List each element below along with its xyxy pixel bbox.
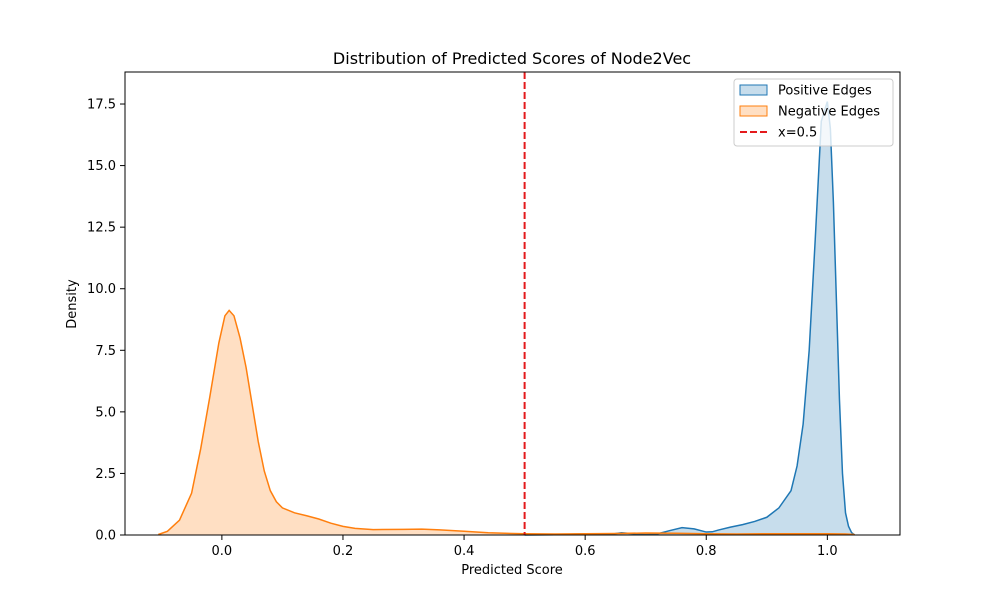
y-tick-label: 5.0 bbox=[95, 405, 116, 420]
x-tick-label: 0.8 bbox=[696, 544, 717, 559]
y-tick-label: 0.0 bbox=[95, 529, 116, 544]
x-axis-label: Predicted Score bbox=[461, 563, 563, 578]
y-axis-label: Density bbox=[65, 279, 80, 329]
legend-swatch bbox=[739, 105, 768, 117]
x-tick-label: 0.6 bbox=[575, 544, 596, 559]
x-tick-label: 1.0 bbox=[817, 544, 838, 559]
y-tick-label: 7.5 bbox=[95, 344, 116, 359]
legend-item-negative-edges: Negative Edges bbox=[739, 105, 880, 120]
legend-label: Positive Edges bbox=[778, 84, 872, 99]
plot-frame bbox=[124, 71, 901, 536]
x-tick-label: 0.0 bbox=[212, 544, 233, 559]
y-tick-label: 12.5 bbox=[87, 221, 116, 236]
series-area-positive-edges bbox=[524, 101, 855, 536]
legend-label: x=0.5 bbox=[778, 126, 817, 141]
x-tick-label: 0.2 bbox=[333, 544, 354, 559]
legend: Positive Edges Negative Edges x=0.5 bbox=[733, 78, 894, 147]
y-tick-label: 15.0 bbox=[87, 159, 116, 174]
y-axis: 0.0 2.5 5.0 7.5 10.0 12.5 15.0 17.5 bbox=[87, 98, 125, 544]
series-line-negative-edges bbox=[158, 309, 855, 536]
legend-item-positive-edges: Positive Edges bbox=[739, 84, 872, 99]
legend-swatch bbox=[739, 84, 768, 96]
series-area-negative-edges bbox=[158, 310, 855, 535]
chart-title: Distribution of Predicted Scores of Node… bbox=[333, 49, 691, 68]
x-axis: 0.0 0.2 0.4 0.6 0.8 1.0 bbox=[212, 535, 838, 559]
y-tick-label: 10.0 bbox=[87, 282, 116, 297]
y-tick-label: 17.5 bbox=[87, 98, 116, 113]
y-tick-label: 2.5 bbox=[95, 467, 116, 482]
legend-label: Negative Edges bbox=[778, 105, 880, 120]
legend-box bbox=[733, 78, 894, 147]
legend-item-reference-line: x=0.5 bbox=[740, 126, 817, 141]
x-tick-label: 0.4 bbox=[454, 544, 475, 559]
